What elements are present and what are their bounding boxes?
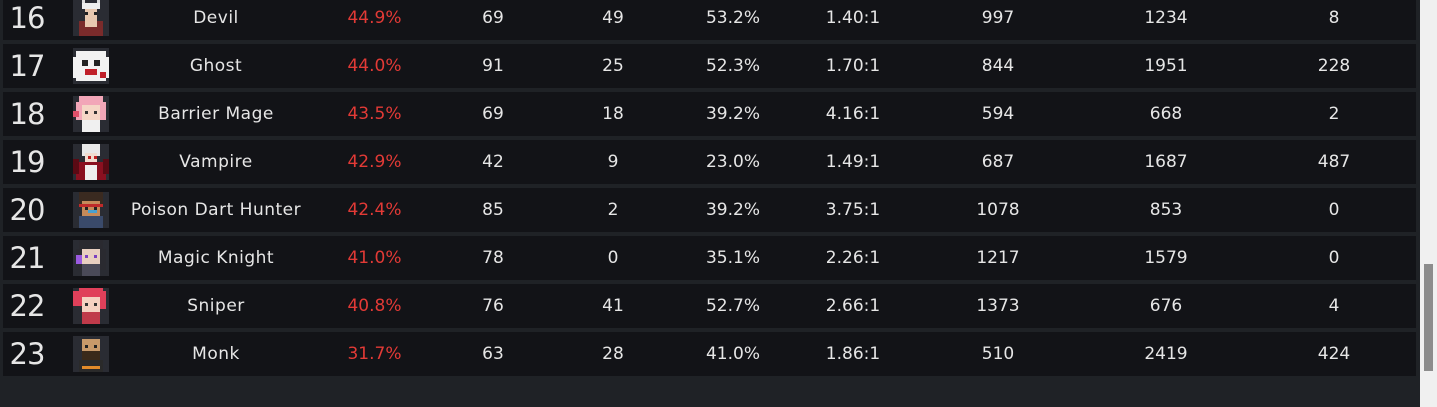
stat-value: 844 [981, 56, 1015, 76]
character-name: Ghost [189, 56, 243, 76]
rank-number: 20 [9, 193, 46, 227]
stat-value: 69 [482, 8, 504, 28]
stat-value: 85 [482, 200, 504, 220]
stat-value: 1217 [976, 248, 1020, 268]
win-rate: 31.7% [347, 344, 402, 364]
character-name: Barrier Mage [158, 104, 274, 124]
stat-value: 853 [1149, 200, 1183, 220]
monk-avatar [73, 336, 109, 372]
stat-value: 8 [1328, 8, 1340, 28]
table-row[interactable]: 16 Devil 44.9% 69 49 53.2% 1.40:1 [3, 0, 1416, 40]
poison-dart-hunter-avatar [73, 192, 109, 228]
stat-value: 18 [602, 104, 624, 124]
rank-number: 16 [9, 1, 46, 35]
character-name: Vampire [179, 152, 253, 172]
stat-value: 1951 [1144, 56, 1188, 76]
table-row[interactable]: 17 Ghost 44.0% 91 25 52.3% [3, 44, 1416, 88]
win-rate: 43.5% [347, 104, 402, 124]
rank-number: 17 [9, 49, 46, 83]
table-row[interactable]: 19 Vampire 42.9% 42 9 23.0% 1.49: [3, 140, 1416, 184]
stat-percent: 53.2% [705, 8, 760, 28]
stat-ratio: 1.70:1 [825, 56, 881, 76]
ghost-avatar [73, 48, 109, 84]
table-row[interactable]: 22 Sniper 40.8% 76 41 52.7% 2.66:1 137 [3, 284, 1416, 328]
stat-value: 78 [482, 248, 504, 268]
stat-value: 1234 [1144, 8, 1188, 28]
table-row[interactable]: 21 Magic Knight 41.0% 78 0 35.1% [3, 236, 1416, 280]
win-rate: 42.4% [347, 200, 402, 220]
character-name: Magic Knight [157, 248, 275, 268]
sniper-avatar [73, 288, 109, 324]
win-rate: 44.9% [347, 8, 402, 28]
win-rate: 40.8% [347, 296, 402, 316]
table-row[interactable]: 20 Poison Dart Hunter 42.4% 85 2 39.2% 3… [3, 188, 1416, 232]
stat-value: 687 [981, 152, 1015, 172]
barrier-mage-avatar [73, 96, 109, 132]
stat-ratio: 1.40:1 [825, 8, 881, 28]
stat-value: 1579 [1144, 248, 1188, 268]
stat-value: 25 [602, 56, 624, 76]
stat-value: 91 [482, 56, 504, 76]
scrollbar-thumb[interactable] [1424, 264, 1433, 371]
stat-percent: 39.2% [705, 200, 760, 220]
stat-ratio: 3.75:1 [825, 200, 881, 220]
rank-number: 18 [9, 97, 46, 131]
stat-percent: 35.1% [705, 248, 760, 268]
stat-percent: 52.3% [705, 56, 760, 76]
stat-value: 487 [1317, 152, 1351, 172]
stat-value: 0 [607, 248, 619, 268]
stat-value: 69 [482, 104, 504, 124]
stat-value: 1373 [976, 296, 1020, 316]
rank-number: 23 [9, 337, 46, 371]
win-rate: 42.9% [347, 152, 402, 172]
stat-value: 2419 [1144, 344, 1188, 364]
stat-percent: 39.2% [705, 104, 760, 124]
stat-value: 676 [1149, 296, 1183, 316]
rank-number: 19 [9, 145, 46, 179]
character-name: Poison Dart Hunter [130, 200, 302, 220]
stat-value: 510 [981, 344, 1015, 364]
table-row[interactable]: 18 Barrier Mage 43.5% 69 18 39.2% [3, 92, 1416, 136]
devil-avatar [73, 0, 109, 36]
stat-value: 424 [1317, 344, 1351, 364]
magic-knight-avatar [73, 240, 109, 276]
stat-value: 2 [1328, 104, 1340, 124]
rank-number: 21 [9, 241, 46, 275]
vertical-scrollbar[interactable] [1420, 0, 1437, 407]
stat-percent: 41.0% [705, 344, 760, 364]
stat-value: 1078 [976, 200, 1020, 220]
character-name: Monk [192, 344, 240, 364]
win-rate: 44.0% [347, 56, 402, 76]
stat-ratio: 1.86:1 [825, 344, 881, 364]
character-name: Devil [193, 8, 239, 28]
win-rate: 41.0% [347, 248, 402, 268]
stat-value: 49 [602, 8, 624, 28]
stat-value: 41 [602, 296, 624, 316]
stat-value: 594 [981, 104, 1015, 124]
vampire-avatar [73, 144, 109, 180]
stat-value: 76 [482, 296, 504, 316]
stat-value: 1687 [1144, 152, 1188, 172]
stat-value: 63 [482, 344, 504, 364]
stat-value: 28 [602, 344, 624, 364]
stat-ratio: 2.26:1 [825, 248, 881, 268]
character-name: Sniper [187, 296, 245, 316]
stat-value: 0 [1328, 200, 1340, 220]
stat-value: 9 [607, 152, 619, 172]
stat-percent: 23.0% [705, 152, 760, 172]
rank-number: 22 [9, 289, 46, 323]
stat-ratio: 2.66:1 [825, 296, 881, 316]
stat-value: 228 [1317, 56, 1351, 76]
table-row[interactable]: 23 Monk 31.7% 63 28 41.0% 1.86:1 510 241… [3, 332, 1416, 376]
stat-value: 2 [607, 200, 619, 220]
stat-value: 42 [482, 152, 504, 172]
stat-value: 4 [1328, 296, 1340, 316]
stat-value: 997 [981, 8, 1015, 28]
stat-value: 0 [1328, 248, 1340, 268]
stat-percent: 52.7% [705, 296, 760, 316]
stat-value: 668 [1149, 104, 1183, 124]
stat-ratio: 4.16:1 [825, 104, 881, 124]
stat-ratio: 1.49:1 [825, 152, 881, 172]
